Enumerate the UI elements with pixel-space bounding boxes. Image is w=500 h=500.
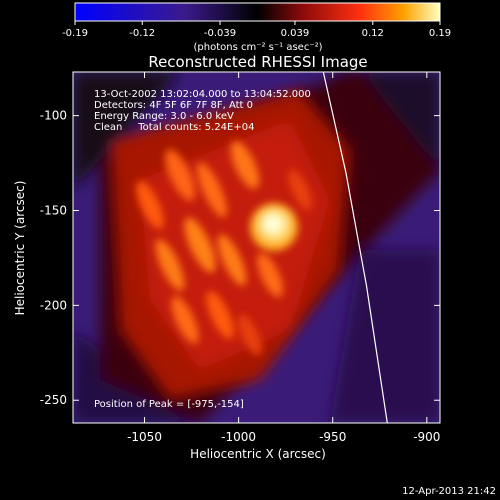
colorbar-tick-label: -0.19 bbox=[62, 28, 88, 39]
x-axis-label: Heliocentric X (arcsec) bbox=[190, 447, 326, 461]
y-tick-label: -200 bbox=[40, 298, 67, 312]
colorbar-units-label: (photons cm⁻² s⁻¹ asec⁻²) bbox=[193, 42, 322, 53]
solar-limb-line bbox=[322, 72, 388, 423]
x-tick-label: -900 bbox=[413, 430, 440, 444]
colorbar-tick-label: 0.039 bbox=[281, 28, 310, 39]
y-tick-label: -100 bbox=[40, 109, 67, 123]
annotation-time-range: 13-Oct-2002 13:02:04.000 to 13:04:52.000 bbox=[94, 89, 311, 100]
heatmap-image bbox=[73, 72, 440, 423]
annotation-detectors: Detectors: 4F 5F 6F 7F 8F, Att 0 bbox=[94, 100, 253, 111]
chart-title: Reconstructed RHESSI Image bbox=[148, 53, 367, 71]
annotation-clean-counts: Clean Total counts: 5.24E+04 bbox=[94, 122, 254, 133]
y-tick-label: -150 bbox=[40, 204, 67, 218]
x-tick-label: -1000 bbox=[221, 430, 256, 444]
colorbar bbox=[74, 2, 441, 22]
colorbar-tick-label: 0.12 bbox=[362, 28, 384, 39]
x-tick-label: -1050 bbox=[127, 430, 162, 444]
colorbar-tick-label: 0.19 bbox=[429, 28, 451, 39]
annotation-energy-range: Energy Range: 3.0 - 6.0 keV bbox=[94, 111, 234, 122]
colorbar-ticks: -0.19 -0.12 -0.039 0.039 0.12 0.19 bbox=[62, 21, 451, 39]
y-axis-ticks: -100 -150 -200 -250 bbox=[40, 109, 440, 407]
plot-frame bbox=[72, 71, 441, 424]
peak-position-label: Position of Peak = [-975,-154] bbox=[94, 399, 244, 410]
colorbar-tick-label: -0.12 bbox=[129, 28, 155, 39]
colorbar-tick-label: -0.039 bbox=[204, 28, 236, 39]
y-tick-label: -250 bbox=[40, 393, 67, 407]
x-axis-ticks: -1050 -1000 -950 -900 bbox=[127, 72, 440, 444]
x-tick-label: -950 bbox=[319, 430, 346, 444]
y-axis-label: Heliocentric Y (arcsec) bbox=[13, 181, 27, 316]
timestamp: 12-Apr-2013 21:42 bbox=[402, 486, 496, 497]
